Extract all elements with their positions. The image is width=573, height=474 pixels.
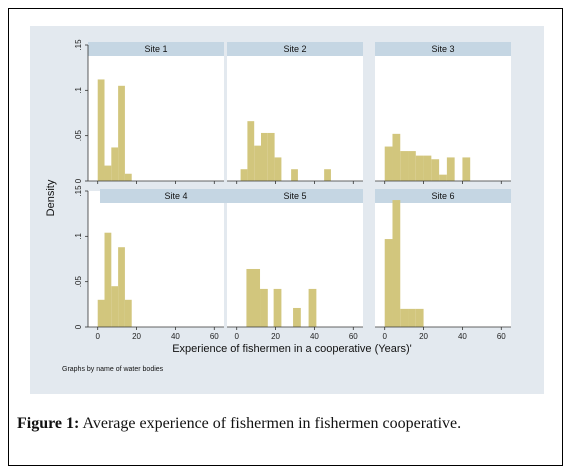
y-tick-label: 0 [74, 178, 83, 183]
y-tick-label: .15 [74, 185, 83, 197]
strip-label: Site 2 [283, 44, 306, 54]
strip-label: Site 3 [431, 44, 454, 54]
histogram-bar [423, 155, 432, 181]
strip-header [227, 189, 363, 203]
histogram-bar [124, 173, 132, 181]
histogram-bar [104, 232, 112, 327]
panels-layer: Site 1 0 .05 .1 .15 Site 2 Site 3 Site 4 0 20 40 60… [74, 39, 511, 341]
x-tick-label: 60 [497, 332, 506, 341]
y-tick-label: .05 [74, 130, 83, 142]
x-tick-label: 0 [234, 332, 239, 341]
histogram-bar [247, 121, 255, 181]
x-tick-label: 40 [310, 332, 319, 341]
panel-3: Site 3 [375, 42, 511, 184]
histogram-bar [273, 288, 282, 327]
histogram-bar [274, 157, 282, 181]
strip-header [227, 42, 363, 56]
x-tick-label: 20 [132, 332, 141, 341]
x-axis-title: Experience of fishermen in a cooperative… [172, 343, 412, 355]
histogram-bar [118, 85, 125, 181]
y-tick-label: .05 [74, 276, 83, 288]
panel-plot-area [88, 45, 224, 181]
x-tick-label: 20 [271, 332, 280, 341]
histogram-bar [97, 299, 105, 327]
y-tick-label: .15 [74, 39, 83, 51]
strip-label: Site 1 [144, 44, 167, 54]
histogram-bar [291, 169, 298, 181]
x-tick-label: 0 [382, 332, 387, 341]
histogram-bar [408, 151, 416, 181]
strip-header [375, 42, 511, 56]
histogram-bar [308, 288, 317, 327]
caption-text: Average experience of fishermen in fishe… [82, 415, 462, 432]
histogram-bar [392, 133, 401, 181]
histogram-bar [400, 151, 409, 181]
y-axis-title: Density [45, 179, 57, 216]
histogram-bar [104, 165, 112, 181]
strip-label: Site 5 [283, 191, 306, 201]
histogram-bar [392, 200, 401, 327]
x-tick-label: 60 [349, 332, 358, 341]
histogram-bar [415, 308, 424, 327]
histogram-bar [267, 132, 275, 181]
panel-1: Site 1 0 .05 .1 .15 [74, 39, 224, 184]
histogram-bar [293, 307, 301, 327]
histogram-bar [240, 169, 248, 181]
histogram-bar [254, 145, 261, 181]
panel-6: Site 6 0 20 40 60 [375, 189, 511, 341]
histogram-bar [111, 286, 119, 327]
histogram-bar [246, 268, 261, 327]
histogram-bar [97, 79, 105, 181]
histogram-bar [431, 159, 440, 181]
strip-label: Site 4 [164, 191, 187, 201]
strip-header [100, 189, 252, 203]
chart-panel: Density Experience of fishermen in a coo… [30, 26, 544, 394]
y-tick-label: 0 [74, 324, 83, 329]
x-tick-label: 40 [171, 332, 180, 341]
x-tick-label: 20 [419, 332, 428, 341]
strip-header [88, 42, 224, 56]
histogram-bar [400, 308, 409, 327]
histogram-grid-chart: Density Experience of fishermen in a coo… [45, 39, 511, 373]
histogram-bar [324, 169, 331, 181]
histogram-bar [446, 157, 455, 181]
histogram-bar [384, 239, 393, 327]
histogram-bar [439, 174, 447, 181]
histogram-bar [408, 308, 416, 327]
panel-2: Site 2 [227, 42, 363, 184]
histogram-bar [118, 247, 125, 327]
x-tick-label: 60 [210, 332, 219, 341]
figure-frame [8, 8, 563, 466]
chart-note: Graphs by name of water bodies [62, 366, 164, 373]
histogram-bar [462, 157, 471, 181]
figure-caption: Figure 1: Average experience of fisherme… [17, 412, 558, 436]
y-tick-label: .1 [74, 232, 83, 239]
panel-5: Site 5 0 20 40 60 [227, 189, 363, 341]
strip-label: Site 6 [431, 191, 454, 201]
histogram-bar [384, 146, 393, 181]
strip-header [375, 189, 511, 203]
y-tick-label: .1 [74, 86, 83, 93]
x-tick-label: 0 [95, 332, 100, 341]
histogram-bar [111, 147, 119, 181]
histogram-bar [415, 155, 424, 181]
caption-label: Figure 1: [17, 415, 80, 432]
histogram-bar [261, 132, 268, 181]
histogram-bar [124, 299, 132, 327]
panel-4: Site 4 0 20 40 60 0 .05 .1 .15 [74, 185, 252, 341]
histogram-bar [260, 288, 268, 327]
x-tick-label: 40 [458, 332, 467, 341]
